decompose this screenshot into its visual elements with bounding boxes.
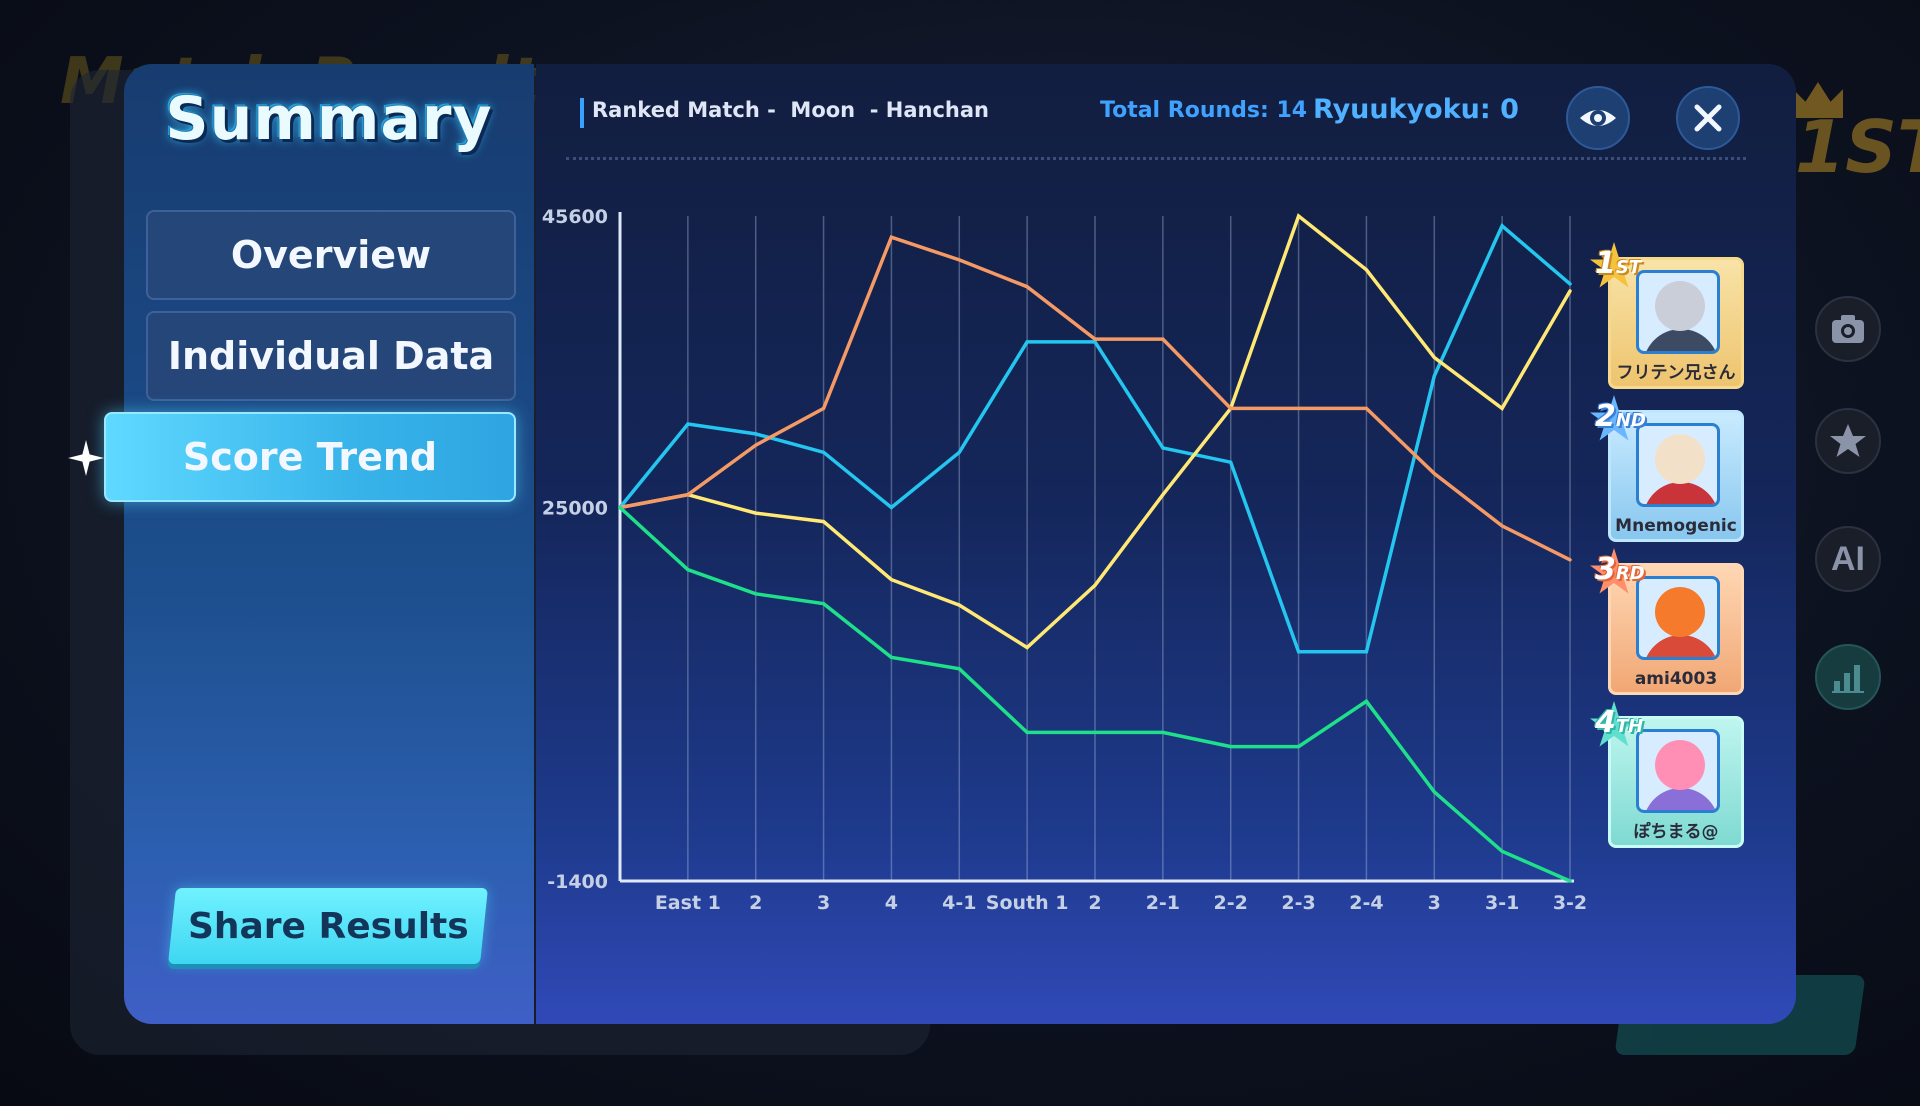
player-card-3rd[interactable]: 3RD ami4003: [1590, 548, 1744, 695]
avatar: [1636, 270, 1720, 354]
nav-overview[interactable]: Overview: [146, 210, 516, 300]
background-rank-text: 1ST: [1795, 105, 1920, 189]
x-tick-label: 4: [885, 892, 898, 914]
x-tick-label: 2-1: [1146, 892, 1180, 914]
header-accent-bar: [580, 98, 584, 128]
nav-score-trend[interactable]: Score Trend: [68, 412, 516, 502]
x-tick-label: 4-1: [942, 892, 976, 914]
series-line-4: [618, 505, 1572, 883]
y-tick-label: 25000: [542, 497, 608, 519]
avatar-body: [1643, 329, 1717, 351]
player-card-2nd[interactable]: 2ND Mnemogenic: [1590, 395, 1744, 542]
nav-score-trend-label: Score Trend: [182, 435, 438, 479]
x-tick-label: 2-3: [1281, 892, 1315, 914]
nav-overview-label: Overview: [230, 233, 432, 277]
ryuukyoku-label: Ryuukyoku: 0: [1313, 94, 1519, 125]
summary-title: Summary: [165, 84, 493, 154]
nav-individual-data-label: Individual Data: [167, 334, 495, 378]
share-results-button[interactable]: Share Results: [168, 888, 488, 964]
score-trend-panel: Ranked Match - Moon - Hanchan Total Roun…: [536, 64, 1796, 1024]
rank-badge: 2ND: [1595, 399, 1646, 434]
avatar: [1636, 576, 1720, 660]
rank-badge: 4TH: [1595, 705, 1644, 740]
x-tick-label: 2-4: [1349, 892, 1383, 914]
x-tick-label: East 1: [655, 892, 721, 914]
header-divider: [566, 157, 1746, 160]
y-tick-label: 45600: [542, 206, 608, 228]
camera-icon: [1832, 315, 1864, 343]
y-tick-label: -1400: [547, 871, 608, 893]
player-name: ami4003: [1634, 669, 1718, 689]
score-trend-chart: 45600 25000 -1400 East 1 2 3 4 4-1 South 1 2 2-1 2-…: [542, 206, 1587, 914]
x-tick-label: 3-2: [1553, 892, 1587, 914]
x-tick-label: 3-1: [1485, 892, 1519, 914]
avatar-head: [1655, 587, 1705, 637]
x-tick-label: 2-2: [1214, 892, 1248, 914]
match-mode-label: Ranked Match - Moon - Hanchan: [592, 98, 990, 122]
player-card-4th[interactable]: 4TH ぽちまる@: [1590, 701, 1744, 848]
avatar: [1636, 729, 1720, 813]
series-line-3: [618, 235, 1572, 562]
stats-button[interactable]: [1815, 644, 1881, 710]
eye-icon: [1580, 110, 1616, 126]
player-name: フリテン兄さん: [1616, 363, 1736, 383]
series-line-1: [618, 223, 1572, 654]
close-button[interactable]: [1676, 86, 1740, 150]
avatar-body: [1643, 482, 1717, 504]
rank-badge: 3RD: [1595, 552, 1645, 587]
toggle-view-button[interactable]: [1566, 86, 1630, 150]
share-results-label: Share Results: [187, 905, 469, 947]
x-tick-label: 2: [1088, 892, 1101, 914]
bar-chart-icon: [1832, 665, 1864, 693]
camera-button[interactable]: [1815, 296, 1881, 362]
avatar-head: [1655, 740, 1705, 790]
avatar: [1636, 423, 1720, 507]
avatar-head: [1655, 434, 1705, 484]
close-icon: [1694, 104, 1722, 132]
player-name: ぽちまる@: [1633, 822, 1719, 842]
x-tick-label: 3: [1428, 892, 1441, 914]
x-tick-label: 2: [749, 892, 762, 914]
series-line-2: [618, 213, 1572, 650]
favorite-button[interactable]: [1815, 408, 1881, 474]
nav-individual-data[interactable]: Individual Data: [146, 311, 516, 401]
ai-label: AI: [1831, 539, 1865, 578]
avatar-body: [1643, 788, 1717, 810]
ai-button[interactable]: AI: [1815, 526, 1881, 592]
summary-sidebar: Summary Overview Individual Data Score T…: [68, 64, 534, 1024]
avatar-body: [1643, 635, 1717, 657]
player-card-1st[interactable]: 1ST フリテン兄さん: [1590, 242, 1744, 389]
avatar-head: [1655, 281, 1705, 331]
x-tick-label: 3: [817, 892, 830, 914]
rank-badge: 1ST: [1595, 246, 1642, 281]
star-icon: [1830, 424, 1866, 457]
x-tick-label: South 1: [986, 892, 1069, 914]
total-rounds-label: Total Rounds: 14: [1100, 98, 1308, 123]
player-name: Mnemogenic: [1615, 516, 1737, 536]
